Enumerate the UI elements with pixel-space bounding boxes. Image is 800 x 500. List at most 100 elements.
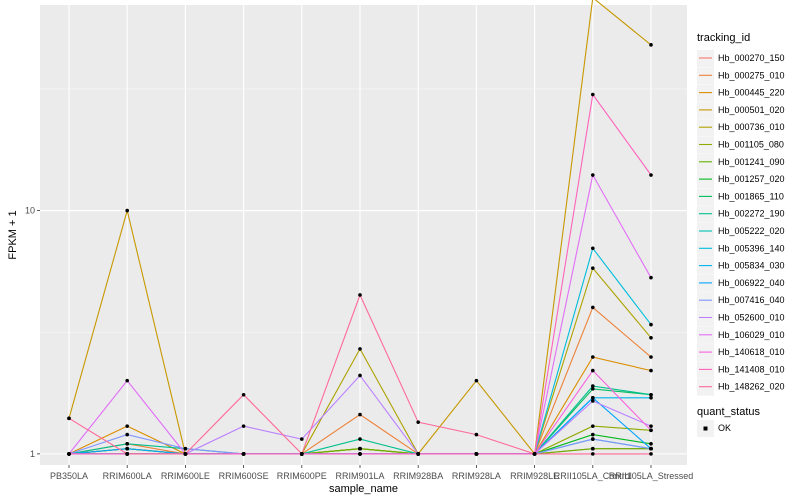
legend-label: Hb_000501_020 (718, 105, 785, 115)
data-point (591, 384, 595, 388)
data-point (649, 335, 653, 340)
legend: tracking_id Hb_000270_150 Hb_000275_010 Hb… (697, 32, 785, 396)
data-point (183, 446, 188, 451)
data-point (300, 452, 304, 456)
data-point (591, 355, 595, 359)
legend-label: Hb_001105_080 (718, 140, 784, 150)
data-point (591, 396, 595, 400)
data-point (591, 424, 595, 428)
x-tick-label: PB350LA (50, 471, 88, 481)
legend-label: Hb_002272_190 (718, 209, 785, 219)
data-point (300, 437, 304, 441)
data-point (591, 266, 595, 270)
data-point (358, 446, 362, 451)
data-point (649, 275, 653, 280)
x-tick-label: RRIM928LA (452, 471, 501, 481)
data-point (591, 305, 595, 310)
y-axis-title: FPKM + 1 (7, 210, 19, 259)
legend-label: Hb_000445_220 (718, 88, 785, 98)
y-axis-ticks: 1 10 (25, 206, 40, 459)
y-tick-label: 1 (30, 449, 35, 459)
x-axis-ticks: PB350LA RRIM600LA RRIM600LE RRIM600SE RRIM60… (50, 465, 693, 481)
data-point (125, 452, 129, 456)
data-point (591, 437, 595, 441)
data-point (649, 446, 653, 451)
data-point (649, 322, 653, 327)
data-point (474, 452, 479, 456)
data-point (591, 399, 595, 403)
plot-panel (40, 5, 687, 465)
data-point (416, 420, 421, 424)
legend-label: Hb_148262_020 (718, 382, 785, 392)
legend-label: Hb_000270_150 (718, 53, 785, 63)
data-point (416, 452, 421, 456)
data-point (649, 355, 653, 359)
data-point (649, 424, 653, 428)
legend-title: tracking_id (697, 32, 750, 44)
data-point (125, 378, 129, 383)
data-point (591, 173, 595, 177)
legend-label: Hb_000275_010 (718, 70, 785, 80)
quant-status-legend-title: quant_status (697, 406, 760, 418)
legend-label: Hb_006922_040 (718, 278, 785, 288)
data-point (125, 441, 129, 446)
x-tick-label: RRII105LA_Control (554, 471, 632, 481)
data-point (67, 416, 71, 421)
legend-label: Hb_000736_010 (718, 122, 785, 132)
data-point (649, 43, 653, 47)
data-point (649, 392, 653, 397)
x-tick-label: RRII105LA_Stressed (609, 471, 694, 481)
data-point (591, 432, 595, 437)
legend-label: Hb_106029_010 (718, 330, 785, 340)
data-point (241, 424, 246, 428)
data-point (358, 437, 362, 441)
data-point (125, 432, 129, 437)
data-point (591, 387, 595, 391)
legend-key-point (703, 426, 708, 431)
legend-label: Hb_001241_090 (718, 157, 785, 167)
legend-label: Hb_001865_110 (718, 191, 784, 201)
data-point (358, 373, 362, 378)
x-tick-label: RRIM928BA (393, 471, 443, 481)
data-point (649, 396, 653, 400)
data-point (241, 392, 246, 397)
data-point (125, 424, 129, 428)
legend-label: Hb_141408_010 (718, 364, 785, 374)
data-point (649, 452, 653, 456)
data-point (649, 428, 653, 433)
data-point (358, 293, 362, 297)
data-point (67, 452, 71, 456)
legend-label: Hb_052600_010 (718, 313, 785, 323)
data-point (649, 441, 653, 446)
quant-status-legend: quant_status OK (697, 406, 760, 437)
x-axis-title: sample_name (329, 483, 398, 495)
data-point (532, 452, 537, 456)
legend-label: Hb_005222_020 (718, 226, 785, 236)
data-point (591, 452, 595, 456)
data-point (474, 432, 479, 437)
data-point (474, 378, 479, 383)
data-point (591, 92, 595, 97)
legend-label: Hb_007416_040 (718, 295, 785, 305)
x-tick-label: RRIM600LA (103, 471, 152, 481)
data-point (358, 412, 362, 417)
data-point (591, 446, 595, 451)
data-point (649, 368, 653, 373)
x-tick-label: RRIM928LE (510, 471, 559, 481)
x-tick-label: RRIM901LA (335, 471, 384, 481)
quant-status-legend-label: OK (718, 423, 731, 433)
data-point (358, 347, 362, 351)
legend-label: Hb_005396_140 (718, 243, 785, 253)
data-point (358, 452, 362, 456)
legend-label: Hb_140618_010 (718, 347, 785, 357)
data-point (591, 368, 595, 373)
x-tick-label: RRIM600LE (161, 471, 210, 481)
y-tick-label: 10 (25, 206, 35, 216)
data-point (591, 246, 595, 251)
data-point (183, 452, 188, 456)
x-tick-label: RRIM600SE (219, 471, 269, 481)
legend-label: Hb_005834_030 (718, 261, 785, 271)
data-point (125, 446, 129, 451)
x-tick-label: RRIM600PE (277, 471, 327, 481)
